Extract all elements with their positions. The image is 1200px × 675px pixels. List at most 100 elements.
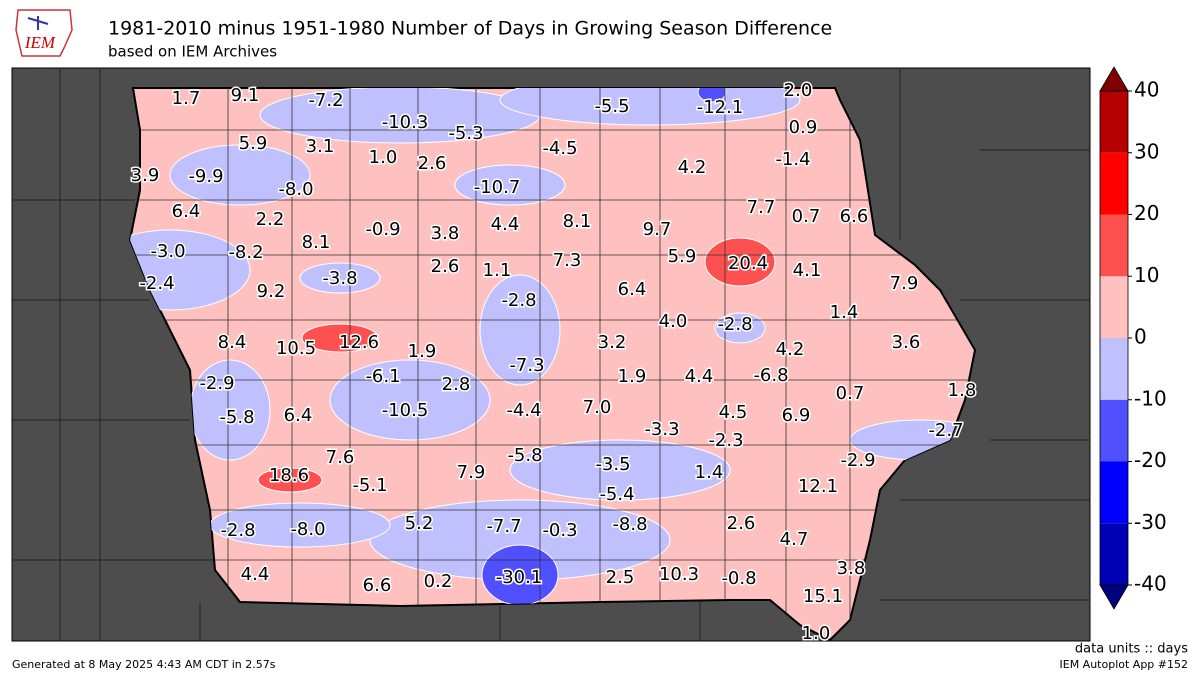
colorbar-bin [1100, 91, 1128, 153]
station-value: 6.9 [782, 405, 811, 426]
station-value: -8.0 [278, 179, 313, 200]
station-value: 6.4 [172, 201, 201, 222]
station-value: 9.1 [231, 85, 260, 106]
station-labels: 1.7 9.1 -7.2 -10.3 -5.3 -5.5 -12.1 2.0 0.9 5.9 3.1… [129, 79, 978, 646]
colorbar: -40 -30 -20 -10 0 10 20 30 40 [1099, 66, 1167, 610]
colorbar-tick-label: -30 [1134, 510, 1167, 534]
station-value: 10.5 [276, 338, 316, 359]
station-value: -7.7 [486, 516, 521, 537]
station-value: 5.2 [405, 513, 434, 534]
colorbar-bin [1100, 523, 1128, 585]
station-value: 15.1 [803, 586, 843, 607]
colorbar-tick-label: -10 [1134, 386, 1167, 410]
station-value: 2.6 [727, 513, 756, 534]
station-value: 3.6 [892, 332, 921, 353]
station-value: 20.4 [728, 253, 768, 274]
station-value: -10.3 [382, 112, 429, 133]
station-value: 2.2 [256, 209, 285, 230]
station-value: 4.7 [780, 529, 809, 550]
station-value: 18.6 [269, 465, 309, 486]
colorbar-tick-label: -40 [1134, 572, 1167, 596]
station-value: 1.9 [618, 366, 647, 387]
logo-text: IEM [24, 33, 56, 52]
station-value: 4.4 [241, 564, 270, 585]
station-value: 7.7 [747, 197, 776, 218]
title: 1981-2010 minus 1951-1980 Number of Days… [108, 18, 832, 40]
footer-right: IEM Autoplot App #152 [1060, 658, 1189, 671]
station-value: -7.2 [308, 90, 343, 111]
station-value: 2.6 [431, 256, 460, 277]
station-value: 3.8 [837, 558, 866, 579]
colorbar-tick-label: 30 [1134, 139, 1159, 163]
station-value: -8.0 [290, 519, 325, 540]
subtitle: based on IEM Archives [108, 43, 277, 61]
station-value: 8.4 [218, 332, 247, 353]
station-value: -0.3 [542, 520, 577, 541]
station-value: -8.8 [612, 514, 647, 535]
station-value: 1.8 [948, 380, 977, 401]
station-value: 1.7 [172, 88, 201, 109]
county-lines [130, 88, 975, 640]
station-value: 9.2 [257, 281, 286, 302]
station-value: -5.3 [448, 123, 483, 144]
colorbar-bin [1100, 152, 1128, 215]
station-value: -10.5 [382, 400, 429, 421]
station-value: 7.0 [583, 397, 612, 418]
footer-left: Generated at 8 May 2025 4:43 AM CDT in 2… [12, 658, 276, 671]
station-value: -5.1 [352, 475, 387, 496]
colorbar-bin [1100, 461, 1128, 524]
station-value: -2.9 [199, 373, 234, 394]
station-value: -3.5 [595, 454, 630, 475]
colorbar-bin [1100, 214, 1128, 277]
station-value: 4.2 [678, 157, 707, 178]
station-value: -3.3 [644, 419, 679, 440]
logo: IEM [15, 9, 73, 57]
station-value: 10.3 [659, 564, 699, 585]
station-value: 3.1 [306, 136, 335, 157]
station-value: 7.9 [457, 462, 486, 483]
colorbar-bin [1100, 338, 1128, 400]
station-value: -2.9 [840, 450, 875, 471]
station-value: 2.6 [418, 153, 447, 174]
station-value: 6.6 [840, 206, 869, 227]
station-value: 2.8 [442, 374, 471, 395]
station-value: 4.4 [685, 366, 714, 387]
colorbar-bin [1100, 399, 1128, 462]
station-value: 0.9 [789, 117, 818, 138]
station-value: 7.9 [890, 273, 919, 294]
colorbar-tick-label: -20 [1134, 448, 1167, 472]
station-value: -5.5 [594, 96, 629, 117]
station-value: 4.1 [793, 260, 822, 281]
station-value: -2.8 [717, 314, 752, 335]
station-value: 1.4 [830, 302, 859, 323]
station-value: 4.0 [659, 311, 688, 332]
station-value: -2.7 [928, 420, 963, 441]
colorbar-tick-label: 20 [1134, 201, 1159, 225]
station-value: -8.2 [228, 242, 263, 263]
station-value: 1.0 [802, 623, 831, 644]
station-value: 1.0 [369, 147, 398, 168]
station-value: 6.4 [618, 279, 647, 300]
station-value: -3.0 [150, 241, 185, 262]
colorbar-tick-label: 0 [1134, 325, 1147, 349]
colorbar-bin [1100, 276, 1128, 338]
station-value: -5.8 [219, 407, 254, 428]
station-value: 1.9 [408, 341, 437, 362]
station-value: 7.3 [553, 250, 582, 271]
station-value: 5.9 [239, 133, 268, 154]
station-value: 0.2 [424, 571, 453, 592]
station-value: -30.1 [496, 567, 543, 588]
station-value: -0.9 [365, 219, 400, 240]
station-value: -6.8 [753, 365, 788, 386]
station-value: -7.3 [509, 355, 544, 376]
station-value: 9.7 [643, 219, 672, 240]
station-value: -4.5 [542, 138, 577, 159]
station-value: 4.5 [719, 402, 748, 423]
station-value: -9.9 [188, 166, 223, 187]
station-value: 1.4 [695, 462, 724, 483]
station-value: 8.1 [302, 232, 331, 253]
colorbar-over [1099, 66, 1129, 92]
station-value: -2.8 [220, 520, 255, 541]
station-value: 12.6 [339, 332, 379, 353]
